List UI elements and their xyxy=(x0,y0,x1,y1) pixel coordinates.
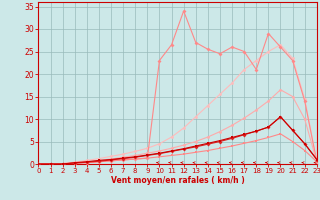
X-axis label: Vent moyen/en rafales ( km/h ): Vent moyen/en rafales ( km/h ) xyxy=(111,176,244,185)
